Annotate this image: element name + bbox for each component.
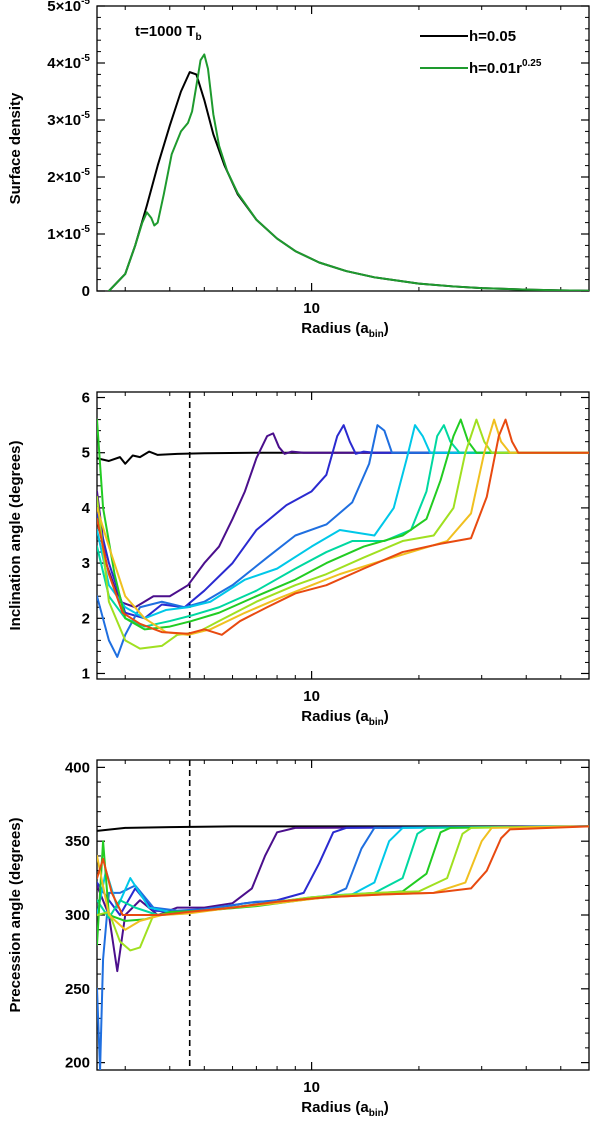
series-line-8 — [97, 418, 589, 636]
series-line-1 — [97, 432, 589, 609]
series-line-6 — [97, 825, 589, 946]
y-tick-label: 400 — [65, 759, 90, 776]
x-axis-label-sub: bin — [369, 329, 384, 340]
x-axis-label: Radius (abin) — [301, 1099, 389, 1119]
series-group — [97, 825, 589, 1070]
y-tick-base: 300 — [65, 907, 90, 924]
panel-surface: 01×10-52×10-53×10-54×10-55×10-510Radius … — [7, 0, 590, 340]
x-axis-label-end: ) — [384, 1099, 389, 1116]
legend-label-text: h=0.05 — [469, 28, 516, 45]
y-tick-base: 1 — [82, 665, 90, 682]
y-tick-label: 6 — [82, 390, 90, 407]
series-line-7 — [97, 418, 589, 650]
legend-label: h=0.05 — [469, 28, 516, 45]
x-axis-label-end: ) — [384, 708, 389, 725]
x-axis-label-text: Radius (a — [301, 708, 369, 725]
y-tick-base: 3×10 — [47, 112, 81, 129]
legend-label-sup: 0.25 — [522, 58, 542, 69]
y-tick-label: 350 — [65, 833, 90, 850]
y-tick-label: 1×10-5 — [47, 224, 90, 243]
y-tick-base: 2 — [82, 610, 90, 627]
series-group — [97, 418, 589, 658]
legend-label-text: h=0.01r — [469, 60, 522, 77]
y-tick-exp: -5 — [81, 0, 90, 7]
x-axis-label-sub: bin — [369, 1108, 384, 1119]
y-tick-base: 5×10 — [47, 0, 81, 15]
series-line-0 — [107, 71, 589, 291]
series-line-0 — [97, 825, 589, 832]
y-tick-label: 0 — [82, 283, 90, 300]
time-annotation: t=1000 Tb — [135, 23, 202, 43]
y-tick-base: 200 — [65, 1055, 90, 1072]
y-tick-base: 5 — [82, 445, 90, 462]
y-tick-label: 5 — [82, 445, 90, 462]
x-tick-label: 10 — [303, 1079, 320, 1096]
x-axis-label: Radius (abin) — [301, 708, 389, 728]
x-axis-label: Radius (abin) — [301, 320, 389, 340]
series-line-2 — [97, 825, 589, 916]
y-tick-base: 0 — [82, 283, 90, 300]
y-tick-label: 5×10-5 — [47, 0, 90, 15]
y-tick-base: 250 — [65, 981, 90, 998]
panel-inclination: 1 2 3 4 5 6 10 Radius (abin) Inclination angle (… — [7, 390, 590, 728]
x-tick-label: 10 — [303, 300, 320, 317]
y-tick-label: 4×10-5 — [47, 53, 90, 72]
y-tick-label: 200 — [65, 1055, 90, 1072]
y-tick-label: 4 — [82, 500, 91, 517]
series-line-3 — [97, 825, 589, 1070]
y-tick-base: 3 — [82, 555, 90, 572]
y-tick-label: 2×10-5 — [47, 167, 90, 186]
x-axis-label-sub: bin — [369, 717, 384, 728]
y-axis-label: Surface density — [7, 92, 24, 204]
y-tick-label: 3 — [82, 555, 90, 572]
y-tick-label: 300 — [65, 907, 90, 924]
y-tick-base: 350 — [65, 833, 90, 850]
x-axis-label-text: Radius (a — [301, 320, 369, 337]
x-axis-label-text: Radius (a — [301, 1099, 369, 1116]
series-line-9 — [97, 825, 589, 916]
series-group — [107, 53, 589, 291]
series-line-7 — [97, 825, 589, 952]
y-tick-base: 6 — [82, 390, 90, 407]
y-tick-exp: -5 — [81, 167, 90, 178]
series-line-4 — [97, 825, 589, 916]
y-axis-label: Inclination angle (degrees) — [7, 440, 24, 630]
y-tick-label: 1 — [82, 665, 90, 682]
panel-precession: 200 250 300 350 400 10 Radius (abin) Precession… — [7, 759, 590, 1119]
y-axis-label: Precession angle (degrees) — [7, 817, 24, 1012]
series-line-1 — [107, 53, 589, 291]
legend-label: h=0.01r0.25 — [469, 58, 542, 77]
series-line-9 — [97, 418, 589, 636]
y-tick-base: 400 — [65, 759, 90, 776]
x-tick-label: 10 — [303, 688, 320, 705]
time-annotation-sub: b — [195, 32, 201, 43]
series-line-6 — [97, 418, 589, 631]
y-tick-base: 1×10 — [47, 226, 81, 243]
y-tick-base: 4×10 — [47, 55, 81, 72]
series-line-8 — [97, 825, 589, 931]
plot-frame — [96, 5, 590, 292]
y-tick-exp: -5 — [81, 110, 90, 121]
series-line-3 — [97, 424, 589, 658]
x-axis-label-end: ) — [384, 320, 389, 337]
y-tick-label: 3×10-5 — [47, 110, 90, 129]
y-tick-exp: -5 — [81, 53, 90, 64]
y-tick-exp: -5 — [81, 224, 90, 235]
plot-frame — [96, 391, 590, 680]
series-line-5 — [97, 825, 589, 919]
y-tick-base: 4 — [82, 500, 91, 517]
y-tick-label: 2 — [82, 610, 90, 627]
time-annotation-text: t=1000 T — [135, 23, 195, 40]
y-tick-label: 250 — [65, 981, 90, 998]
y-tick-base: 2×10 — [47, 169, 81, 186]
series-line-1 — [97, 825, 589, 973]
